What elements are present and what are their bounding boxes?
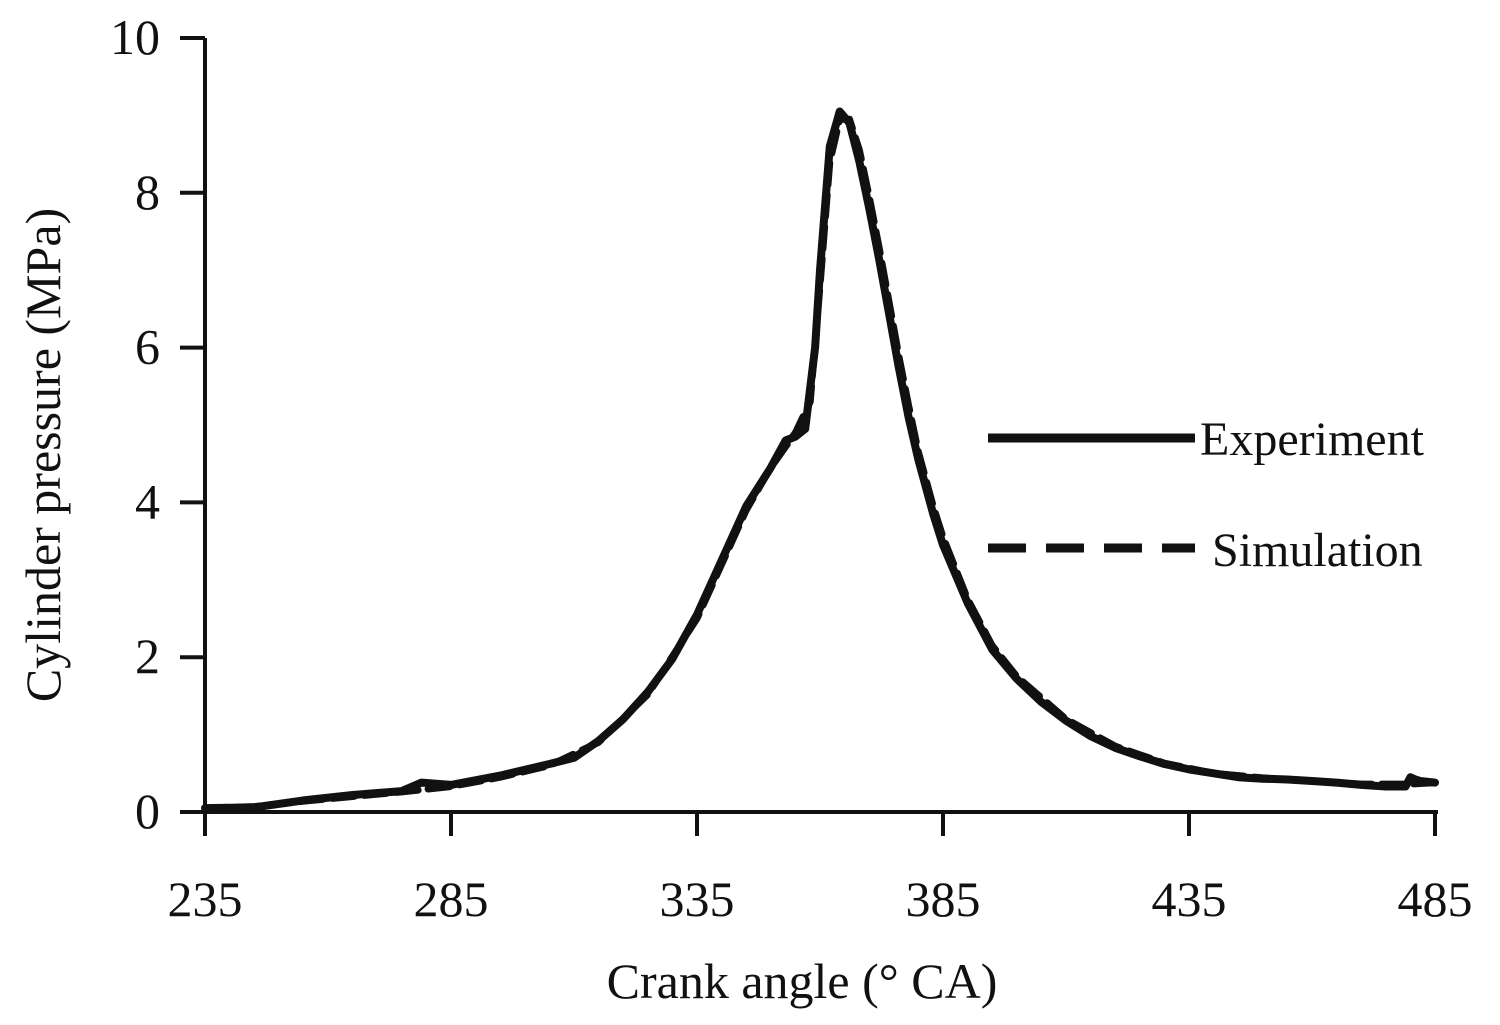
- y-ticks: 0 2 4 6 8 10: [110, 9, 205, 839]
- x-ticks: 235 285 335 385 435 485: [168, 812, 1473, 927]
- y-tick-label: 6: [135, 319, 160, 375]
- y-tick-label: 2: [135, 628, 160, 684]
- y-tick-label: 0: [135, 783, 160, 839]
- x-tick-label: 235: [168, 871, 243, 927]
- x-tick-label: 385: [906, 871, 981, 927]
- legend-label-experiment: Experiment: [1200, 413, 1425, 466]
- x-tick-label: 285: [414, 871, 489, 927]
- legend: Experiment Simulation: [988, 413, 1425, 577]
- y-tick-label: 10: [110, 9, 160, 65]
- y-tick-label: 4: [135, 473, 160, 529]
- series-line-simulation: [201, 115, 1439, 812]
- series-layer: [201, 107, 1439, 813]
- y-tick-label: 8: [135, 164, 160, 220]
- x-tick-label: 485: [1398, 871, 1473, 927]
- x-tick-label: 435: [1152, 871, 1227, 927]
- axes: [180, 38, 1438, 814]
- y-axis-title: Cylinder pressure (MPa): [15, 208, 71, 702]
- x-tick-label: 335: [660, 871, 735, 927]
- x-axis-title: Crank angle (° CA): [607, 953, 998, 1009]
- legend-label-simulation: Simulation: [1212, 524, 1423, 577]
